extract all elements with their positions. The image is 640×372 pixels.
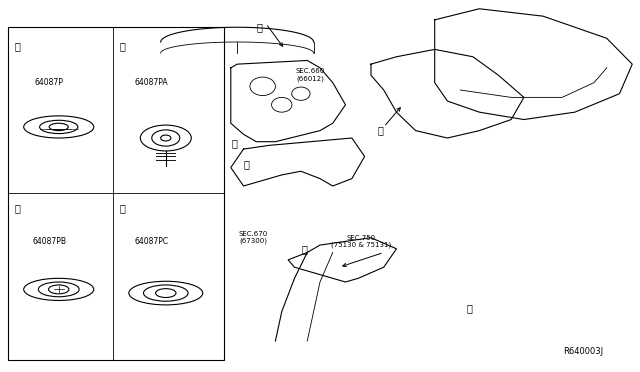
- Text: 64087PA: 64087PA: [134, 78, 168, 87]
- Text: 64087P: 64087P: [35, 78, 63, 87]
- Text: Ⓓ: Ⓓ: [231, 138, 237, 148]
- Text: SEC.660
(66012): SEC.660 (66012): [296, 68, 325, 82]
- Text: SEC.750
(75130 & 75131): SEC.750 (75130 & 75131): [332, 235, 392, 248]
- Text: Ⓒ: Ⓒ: [301, 244, 307, 254]
- Text: Ⓑ: Ⓑ: [120, 41, 125, 51]
- Text: R640003J: R640003J: [563, 347, 604, 356]
- Text: Ⓒ: Ⓒ: [14, 203, 20, 213]
- Text: Ⓑ: Ⓑ: [467, 303, 473, 313]
- Text: SEC.670
(67300): SEC.670 (67300): [239, 231, 268, 244]
- Text: Ⓐ: Ⓐ: [378, 126, 383, 136]
- Text: Ⓐ: Ⓐ: [257, 22, 262, 32]
- Text: Ⓓ: Ⓓ: [244, 159, 250, 169]
- Text: 64087PB: 64087PB: [32, 237, 66, 246]
- Bar: [8, 27, 225, 359]
- Text: Ⓓ: Ⓓ: [120, 203, 125, 213]
- Text: 64087PC: 64087PC: [134, 237, 168, 246]
- Text: Ⓐ: Ⓐ: [14, 41, 20, 51]
